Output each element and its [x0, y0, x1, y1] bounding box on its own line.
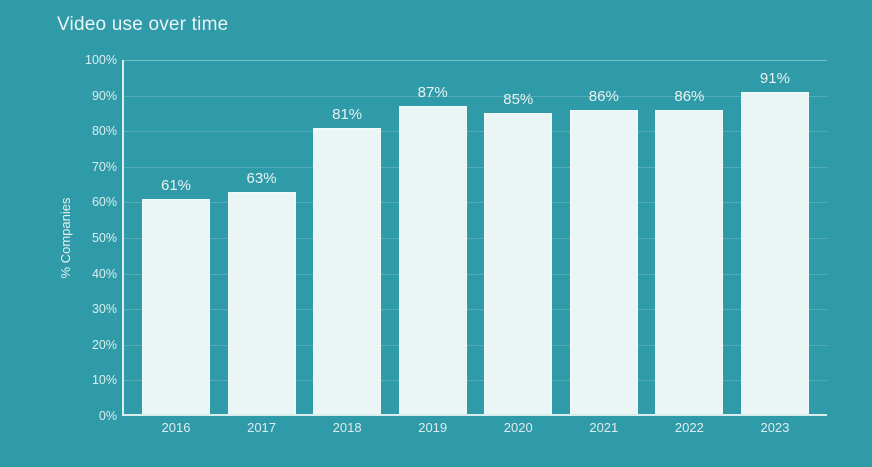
bar-slot: 86%: [569, 87, 638, 416]
x-axis-tick-label: 2017: [247, 420, 277, 435]
x-axis-tick-label: 2016: [161, 420, 191, 435]
y-axis-tick-label: 100%: [85, 53, 117, 67]
bar: [313, 127, 382, 416]
gridline: [124, 273, 827, 275]
bar-value-label: 91%: [759, 70, 790, 88]
y-axis-tick-label: 10%: [91, 373, 117, 388]
bars-layer: 61% 63% 81% 87% 85% 86% 86% 91%: [124, 60, 827, 416]
bar-value-label: 85%: [503, 91, 534, 109]
bar: [484, 113, 553, 416]
bar-value-label: 63%: [246, 169, 277, 187]
bar: [227, 191, 296, 416]
chart-title: Video use over time: [57, 14, 229, 35]
y-axis-tick-label: 30%: [91, 302, 117, 317]
gridline: [124, 309, 827, 311]
bar: [142, 198, 210, 416]
bar: [655, 109, 724, 416]
bar-value-label: 86%: [674, 87, 705, 105]
y-axis-tick-label: 0%: [98, 409, 117, 423]
y-axis-tick-label: 90%: [91, 88, 117, 103]
y-axis-tick-label: 40%: [91, 266, 117, 281]
gridline: [124, 131, 827, 133]
x-axis-tick-label: 2020: [503, 420, 533, 435]
gridline: [124, 60, 827, 61]
plot-area: 61% 63% 81% 87% 85% 86% 86% 91%: [122, 60, 827, 416]
bar-value-label: 81%: [332, 105, 363, 123]
bar-value-label: 86%: [588, 87, 619, 105]
y-axis-tick-labels: 0% 10% 20% 30% 40% 50% 60% 70% 80% 90% 100%: [40, 0, 117, 467]
y-axis-tick-label: 70%: [91, 159, 117, 174]
x-axis-tick-labels: 2016 2017 2018 2019 2020 2021 2022 2023: [124, 420, 827, 435]
x-axis-tick-label: 2021: [589, 420, 619, 435]
bar-slot: 85%: [484, 91, 553, 416]
y-axis-tick-label: 80%: [91, 124, 117, 139]
bar: [398, 106, 467, 416]
bar-value-label: 87%: [417, 84, 448, 102]
x-axis-tick-label: 2023: [760, 420, 790, 435]
gridline: [124, 202, 827, 204]
gridline: [124, 95, 827, 97]
gridlines-layer: [124, 60, 827, 416]
gridline: [124, 166, 827, 168]
bar-slot: 91%: [740, 70, 809, 416]
gridline: [124, 238, 827, 239]
y-axis-line: [122, 60, 124, 416]
x-axis-tick-label: 2019: [418, 420, 448, 435]
bar-value-label: 61%: [160, 176, 192, 194]
x-axis-tick-label: 2022: [674, 420, 704, 435]
gridline: [124, 344, 827, 346]
bar-slot: 87%: [398, 84, 467, 416]
bar: [569, 109, 638, 416]
bar-slot: 86%: [655, 87, 724, 416]
y-axis-tick-label: 60%: [91, 195, 117, 210]
gridline: [124, 380, 827, 382]
bar-slot: 61%: [142, 177, 210, 416]
y-axis-tick-label: 50%: [91, 231, 117, 245]
y-axis-tick-label: 20%: [91, 337, 117, 352]
bar-slot: 63%: [227, 169, 296, 416]
bar-slot: 81%: [313, 105, 382, 416]
x-axis-tick-label: 2018: [332, 420, 362, 435]
x-axis-line: [122, 414, 827, 416]
bar: [740, 92, 809, 416]
